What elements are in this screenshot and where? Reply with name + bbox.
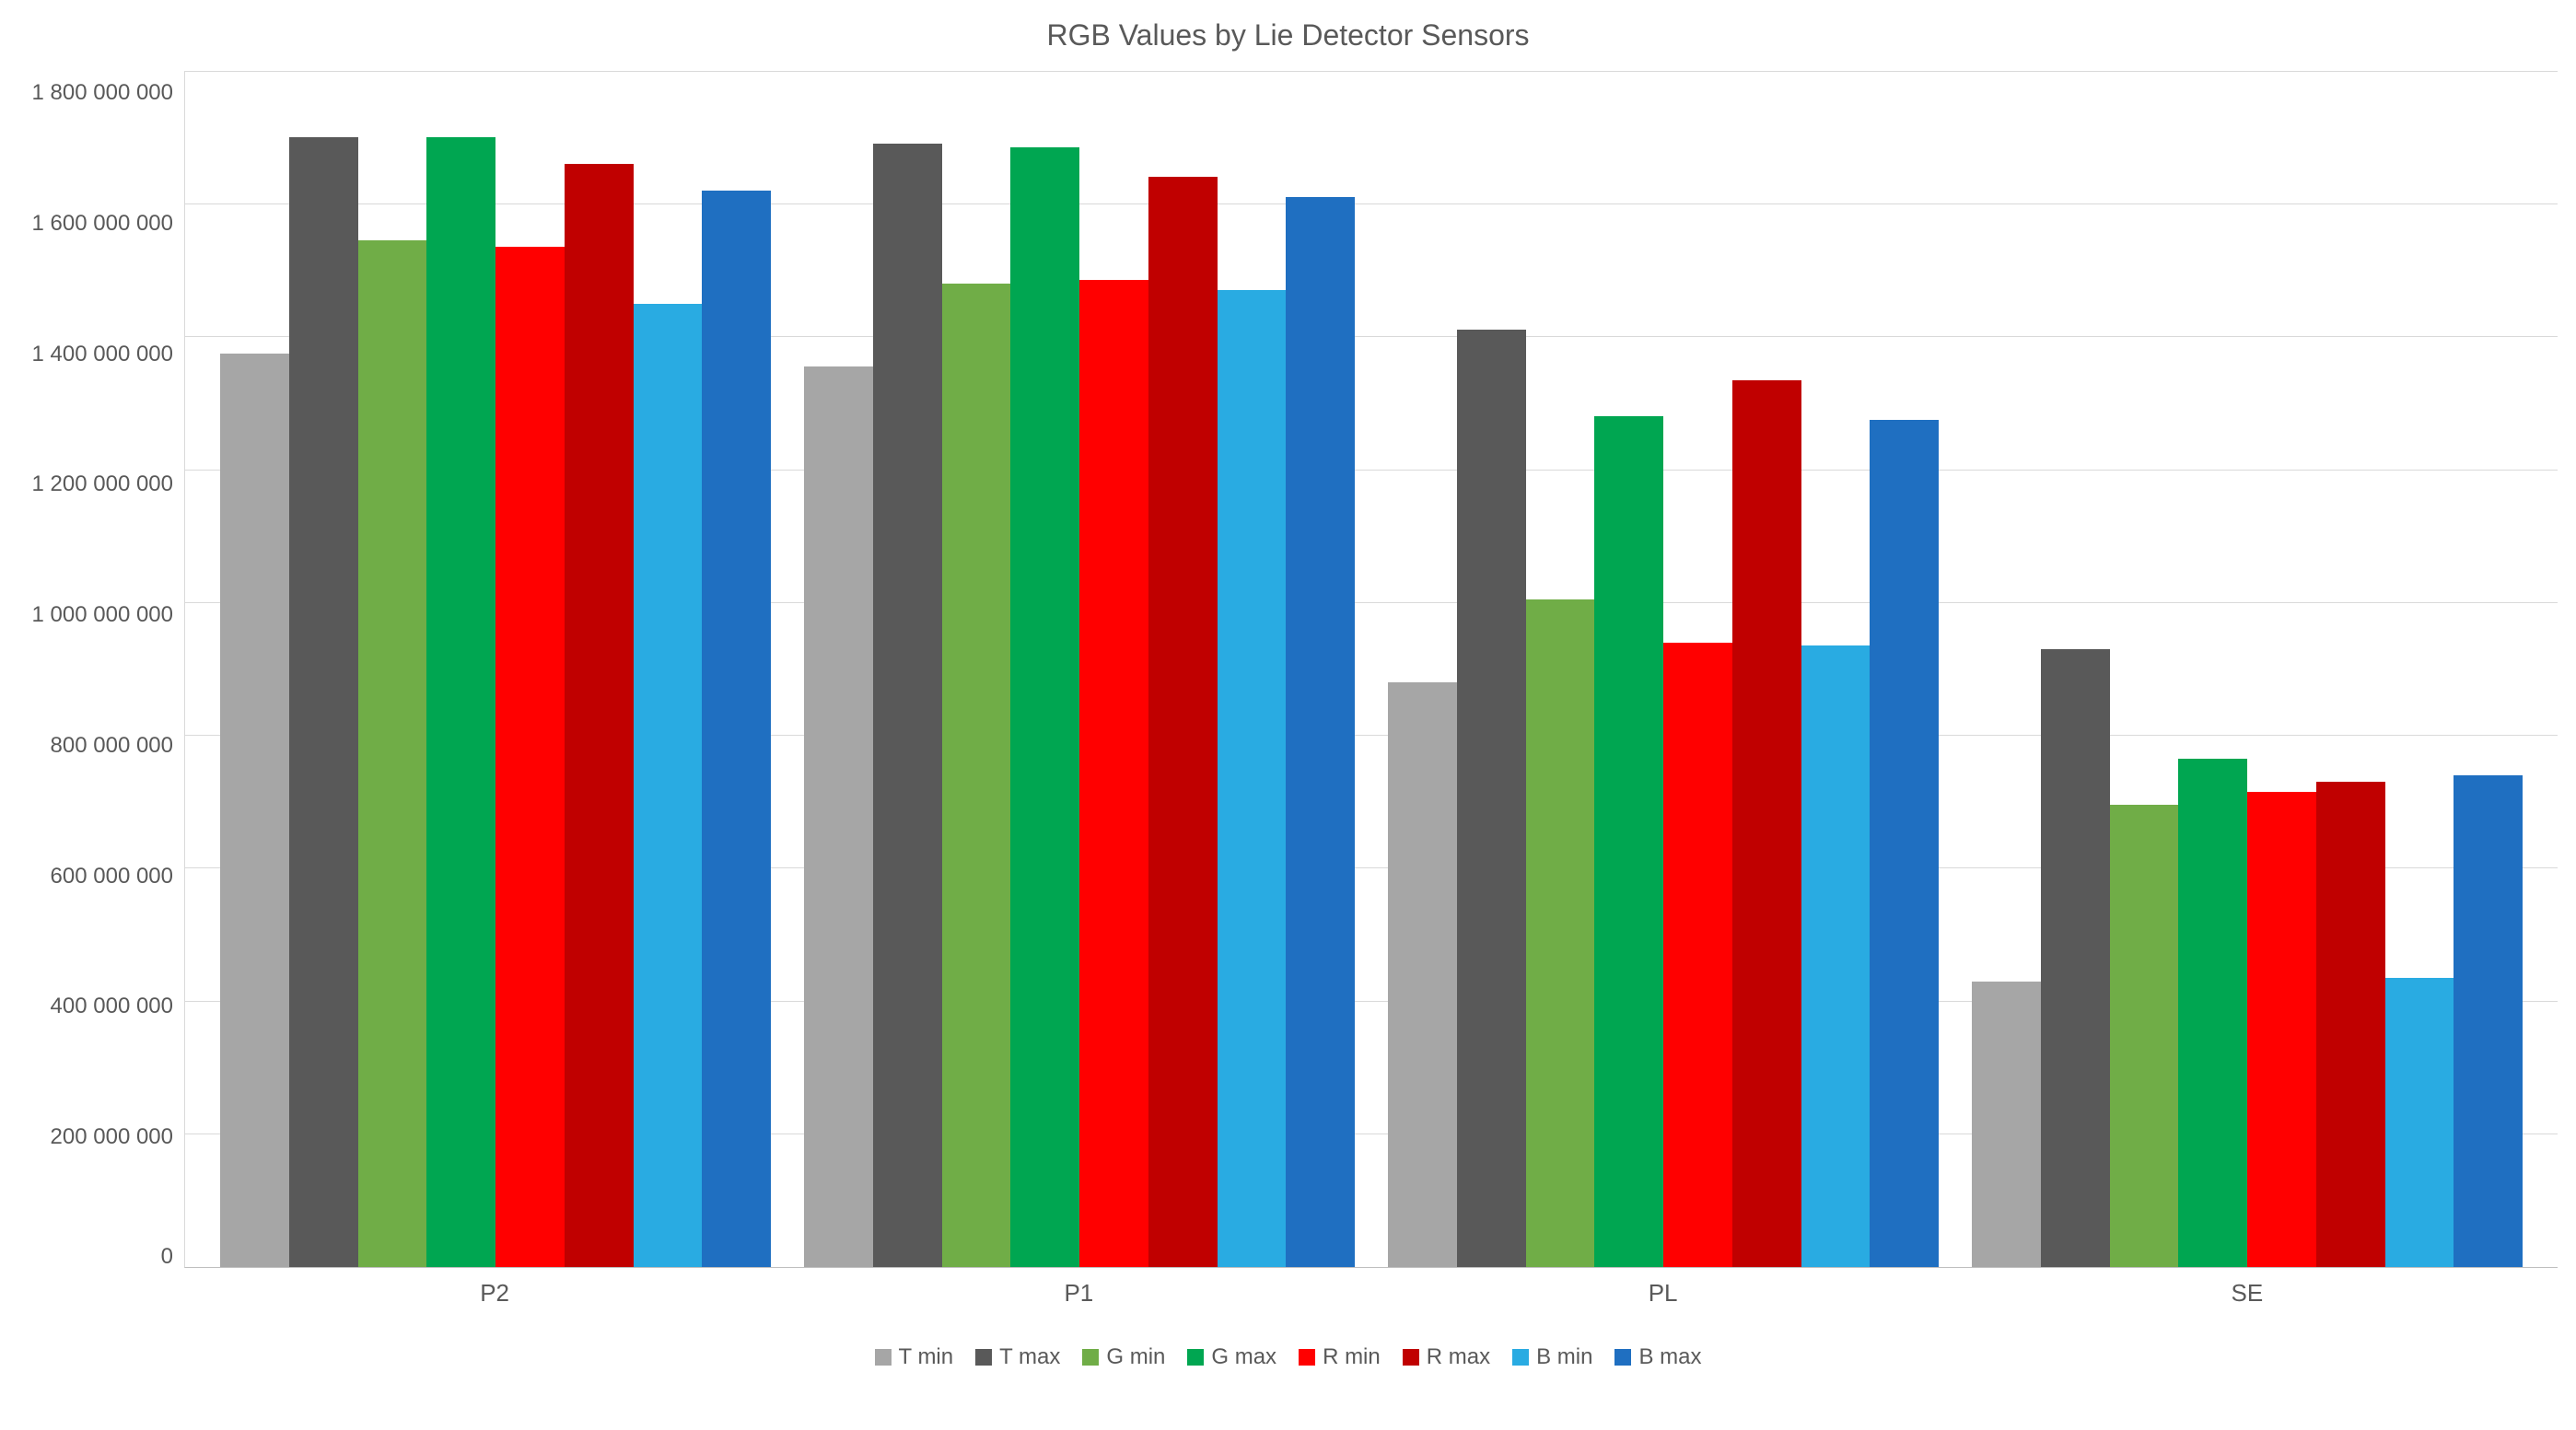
bar-groups [185, 71, 2558, 1267]
bar [702, 191, 771, 1267]
y-axis-tick: 400 000 000 [51, 995, 173, 1017]
bar [220, 354, 289, 1267]
bar [2041, 649, 2110, 1267]
legend-label: B max [1638, 1344, 1701, 1370]
bar [1457, 330, 1526, 1267]
bar [634, 304, 703, 1267]
legend-swatch [1614, 1349, 1631, 1366]
bar [2385, 978, 2454, 1267]
bar [426, 137, 495, 1267]
bar [1732, 380, 1801, 1267]
legend-label: R min [1323, 1344, 1381, 1370]
legend-item: B min [1512, 1344, 1592, 1370]
bar [565, 164, 634, 1267]
bar-group [1955, 71, 2539, 1267]
y-axis-tick: 600 000 000 [51, 866, 173, 888]
bar [1663, 643, 1732, 1267]
bar [1388, 682, 1457, 1267]
y-axis-tick: 1 800 000 000 [32, 82, 173, 104]
y-axis-tick: 0 [161, 1246, 173, 1268]
bar [2110, 805, 2179, 1267]
bar [1801, 645, 1871, 1267]
bar [358, 240, 427, 1267]
bar [2178, 759, 2247, 1267]
legend-item: G min [1082, 1344, 1165, 1370]
legend-swatch [1299, 1349, 1315, 1366]
bar-group [787, 71, 1371, 1267]
legend-label: B min [1536, 1344, 1592, 1370]
bar [2454, 775, 2523, 1267]
y-axis-tick: 1 400 000 000 [32, 343, 173, 366]
x-axis-label: P1 [787, 1268, 1370, 1308]
bar [495, 247, 565, 1267]
bar [1218, 290, 1287, 1267]
legend-swatch [1512, 1349, 1529, 1366]
x-axis-label: SE [1955, 1268, 2539, 1308]
x-axis-label: P2 [203, 1268, 787, 1308]
chart-container: RGB Values by Lie Detector Sensors 1 800… [18, 18, 2558, 1370]
bar [2247, 792, 2316, 1267]
bar [1972, 982, 2041, 1267]
bar [2316, 782, 2385, 1267]
legend: T min T max G min G max R min R max B min B max [18, 1344, 2558, 1370]
y-axis: 1 800 000 000 1 600 000 000 1 400 000 000 1… [18, 71, 184, 1268]
bar [1594, 416, 1663, 1267]
bar [289, 137, 358, 1267]
y-axis-tick: 1 600 000 000 [32, 213, 173, 235]
x-axis-labels: P2P1PLSE [184, 1268, 2558, 1308]
legend-swatch [975, 1349, 992, 1366]
plot-area [184, 71, 2558, 1268]
legend-item: R min [1299, 1344, 1381, 1370]
y-axis-tick: 1 200 000 000 [32, 473, 173, 495]
bar-group [204, 71, 787, 1267]
bar [1286, 197, 1355, 1267]
bar [1079, 280, 1148, 1267]
legend-item: T min [875, 1344, 954, 1370]
legend-item: R max [1403, 1344, 1490, 1370]
bar [804, 366, 873, 1267]
chart-area: 1 800 000 000 1 600 000 000 1 400 000 000 1… [18, 71, 2558, 1268]
legend-label: G max [1211, 1344, 1276, 1370]
legend-item: G max [1187, 1344, 1276, 1370]
legend-item: B max [1614, 1344, 1701, 1370]
chart-title: RGB Values by Lie Detector Sensors [18, 18, 2558, 52]
y-axis-tick: 800 000 000 [51, 735, 173, 757]
bar [873, 144, 942, 1267]
bar [1148, 177, 1218, 1267]
bar [942, 284, 1011, 1267]
bar [1870, 420, 1939, 1267]
legend-swatch [1403, 1349, 1419, 1366]
legend-swatch [1187, 1349, 1204, 1366]
legend-label: T min [899, 1344, 954, 1370]
x-axis-label: PL [1371, 1268, 1955, 1308]
legend-swatch [1082, 1349, 1099, 1366]
bar [1526, 599, 1595, 1267]
legend-item: T max [975, 1344, 1060, 1370]
legend-label: G min [1106, 1344, 1165, 1370]
y-axis-tick: 1 000 000 000 [32, 604, 173, 626]
legend-label: T max [999, 1344, 1060, 1370]
y-axis-tick: 200 000 000 [51, 1126, 173, 1148]
bar [1010, 147, 1079, 1267]
bar-group [1371, 71, 1955, 1267]
legend-label: R max [1427, 1344, 1490, 1370]
legend-swatch [875, 1349, 892, 1366]
